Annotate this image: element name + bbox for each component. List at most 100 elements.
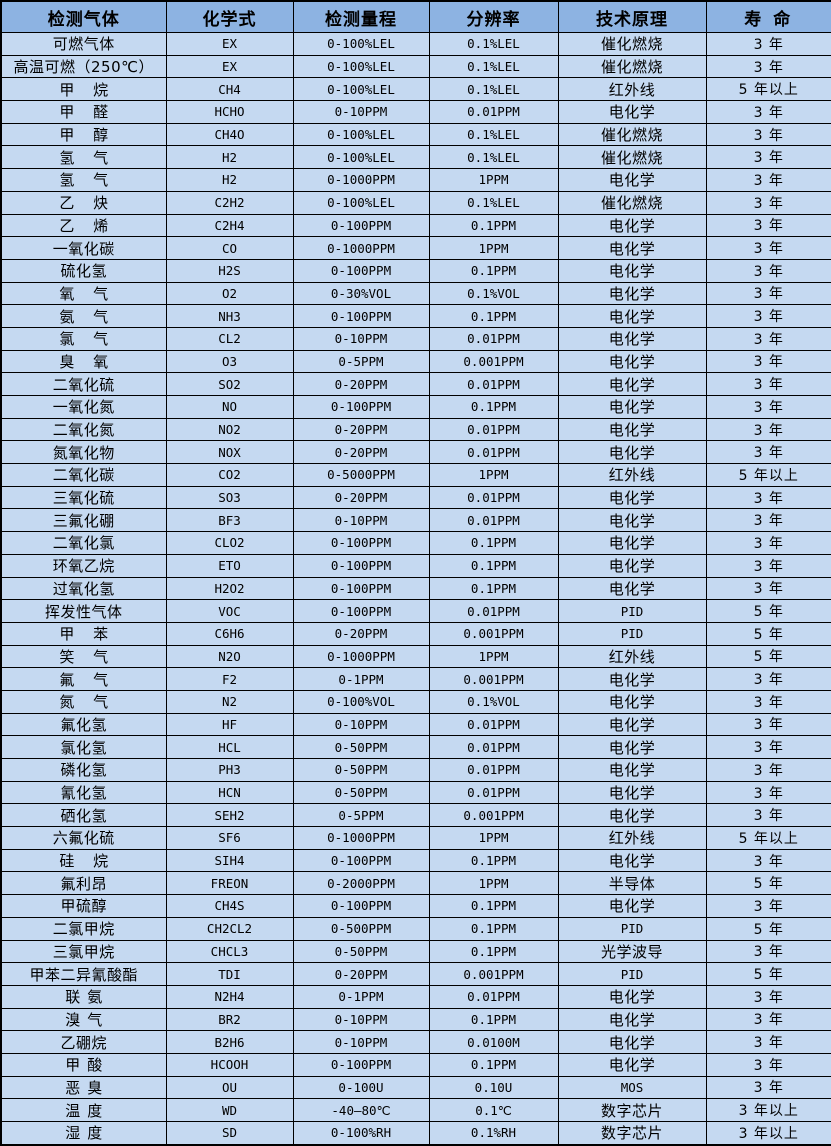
cell-lifespan: 3 年	[705, 258, 831, 283]
table-row: 氟 气 F2 0-1PPM 0.001PPM 电化学 3 年	[0, 667, 831, 691]
cell-technology-principle: 电化学	[557, 531, 707, 555]
table-header-row: 检测气体 化学式 检测量程 分辨率 技术原理 寿 命	[0, 0, 831, 33]
cell-chemical-formula: SF6	[165, 826, 294, 850]
cell-lifespan: 3 年	[705, 1030, 831, 1054]
cell-chemical-formula: SO2	[165, 372, 294, 396]
cell-chemical-formula: O2	[165, 281, 294, 306]
cell-detection-range: 0-100PPM	[292, 531, 430, 555]
cell-detection-range: 0-100%RH	[292, 1120, 430, 1146]
table-row: 温度 WD -40—80℃ 0.1℃ 数字芯片 3 年以上	[0, 1098, 831, 1122]
cell-gas-name: 甲 苯	[0, 621, 167, 646]
cell-detection-range: 0-100PPM	[292, 848, 430, 873]
cell-lifespan: 3 年	[705, 417, 831, 442]
cell-chemical-formula: HCOOH	[165, 1052, 294, 1077]
cell-technology-principle: 数字芯片	[557, 1098, 707, 1122]
cell-gas-name: 高温可燃（250℃）	[0, 54, 167, 79]
cell-gas-name: 氟 气	[0, 667, 167, 691]
cell-chemical-formula: ETO	[165, 553, 294, 578]
cell-technology-principle: 电化学	[557, 780, 707, 805]
cell-technology-principle: 电化学	[557, 395, 707, 419]
cell-detection-range: 0-20PPM	[292, 962, 430, 986]
cell-gas-name: 氮氧化物	[0, 440, 167, 465]
table-row: 甲 醇 CH4O 0-100%LEL 0.1%LEL 催化燃烧 3 年	[0, 122, 831, 147]
cell-chemical-formula: N2H4	[165, 984, 294, 1009]
cell-chemical-formula: NOX	[165, 440, 294, 465]
cell-gas-name: 二氧化氯	[0, 531, 167, 555]
cell-gas-name: 氢 气	[0, 168, 167, 192]
column-header-gas-name: 检测气体	[0, 0, 167, 33]
cell-chemical-formula: PH3	[165, 758, 294, 782]
cell-resolution: 0.1PPM	[428, 531, 559, 555]
cell-technology-principle: 电化学	[557, 326, 707, 351]
cell-gas-name: 三氟化硼	[0, 508, 167, 533]
cell-resolution: 0.001PPM	[428, 803, 559, 828]
cell-resolution: 1PPM	[428, 826, 559, 850]
cell-gas-name: 甲 烷	[0, 77, 167, 102]
table-row: 三氟化硼 BF3 0-10PPM 0.01PPM 电化学 3 年	[0, 508, 831, 533]
cell-lifespan: 3 年	[705, 531, 831, 555]
cell-resolution: 0.01PPM	[428, 326, 559, 351]
cell-chemical-formula: O3	[165, 349, 294, 374]
cell-detection-range: 0-100%VOL	[292, 689, 430, 714]
cell-chemical-formula: SD	[165, 1120, 294, 1146]
cell-gas-name: 恶臭	[0, 1075, 167, 1100]
cell-gas-name: 氯化氢	[0, 735, 167, 759]
cell-gas-name: 甲 醇	[0, 122, 167, 147]
cell-resolution: 1PPM	[428, 644, 559, 669]
cell-chemical-formula: C2H2	[165, 190, 294, 215]
cell-gas-name: 过氧化氢	[0, 576, 167, 601]
cell-technology-principle: PID	[557, 916, 707, 941]
cell-resolution: 0.1PPM	[428, 553, 559, 578]
cell-lifespan: 3 年	[705, 236, 831, 260]
cell-resolution: 0.1℃	[428, 1098, 559, 1122]
cell-lifespan: 5 年	[705, 962, 831, 986]
cell-gas-name: 氟化氢	[0, 712, 167, 737]
cell-gas-name: 氰化氢	[0, 780, 167, 805]
cell-technology-principle: 催化燃烧	[557, 54, 707, 79]
table-row: 甲 烷 CH4 0-100%LEL 0.1%LEL 红外线 5 年以上	[0, 77, 831, 102]
cell-gas-name: 硅 烷	[0, 848, 167, 873]
cell-lifespan: 3 年	[705, 508, 831, 533]
cell-chemical-formula: VOC	[165, 599, 294, 623]
cell-gas-name: 氢 气	[0, 145, 167, 170]
cell-gas-name: 氯 气	[0, 326, 167, 351]
cell-technology-principle: 电化学	[557, 168, 707, 192]
cell-detection-range: 0-100%LEL	[292, 77, 430, 102]
cell-chemical-formula: H2	[165, 145, 294, 170]
cell-resolution: 0.1%RH	[428, 1120, 559, 1146]
cell-detection-range: 0-100PPM	[292, 576, 430, 601]
cell-gas-name: 乙硼烷	[0, 1030, 167, 1054]
cell-technology-principle: 电化学	[557, 712, 707, 737]
cell-detection-range: 0-100%LEL	[292, 122, 430, 147]
cell-resolution: 1PPM	[428, 236, 559, 260]
cell-chemical-formula: NO2	[165, 417, 294, 442]
cell-resolution: 0.001PPM	[428, 621, 559, 646]
cell-chemical-formula: HCHO	[165, 100, 294, 124]
cell-resolution: 0.1%LEL	[428, 54, 559, 79]
table-row: 氨 气 NH3 0-100PPM 0.1PPM 电化学 3 年	[0, 304, 831, 328]
table-row: 联氨 N2H4 0-1PPM 0.01PPM 电化学 3 年	[0, 984, 831, 1009]
cell-detection-range: 0-5PPM	[292, 803, 430, 828]
cell-technology-principle: 电化学	[557, 984, 707, 1009]
cell-technology-principle: MOS	[557, 1075, 707, 1100]
table-row: 氰化氢 HCN 0-50PPM 0.01PPM 电化学 3 年	[0, 780, 831, 805]
cell-lifespan: 3 年	[705, 780, 831, 805]
cell-lifespan: 5 年	[705, 916, 831, 941]
cell-lifespan: 3 年	[705, 848, 831, 873]
cell-detection-range: 0-1000PPM	[292, 644, 430, 669]
cell-chemical-formula: N2O	[165, 644, 294, 669]
cell-lifespan: 3 年	[705, 758, 831, 782]
table-row: 氟化氢 HF 0-10PPM 0.01PPM 电化学 3 年	[0, 712, 831, 737]
cell-lifespan: 3 年	[705, 145, 831, 170]
cell-technology-principle: 电化学	[557, 758, 707, 782]
table-row: 恶臭 OU 0-100U 0.10U MOS 3 年	[0, 1075, 831, 1100]
cell-resolution: 0.01PPM	[428, 599, 559, 623]
cell-lifespan: 3 年	[705, 667, 831, 691]
cell-gas-name: 可燃气体	[0, 32, 167, 56]
table-row: 硒化氢 SEH2 0-5PPM 0.001PPM 电化学 3 年	[0, 803, 831, 828]
table-row: 溴气 BR2 0-10PPM 0.1PPM 电化学 3 年	[0, 1007, 831, 1032]
cell-lifespan: 3 年	[705, 326, 831, 351]
cell-gas-name: 氧 气	[0, 281, 167, 306]
cell-technology-principle: PID	[557, 962, 707, 986]
cell-lifespan: 3 年	[705, 712, 831, 737]
